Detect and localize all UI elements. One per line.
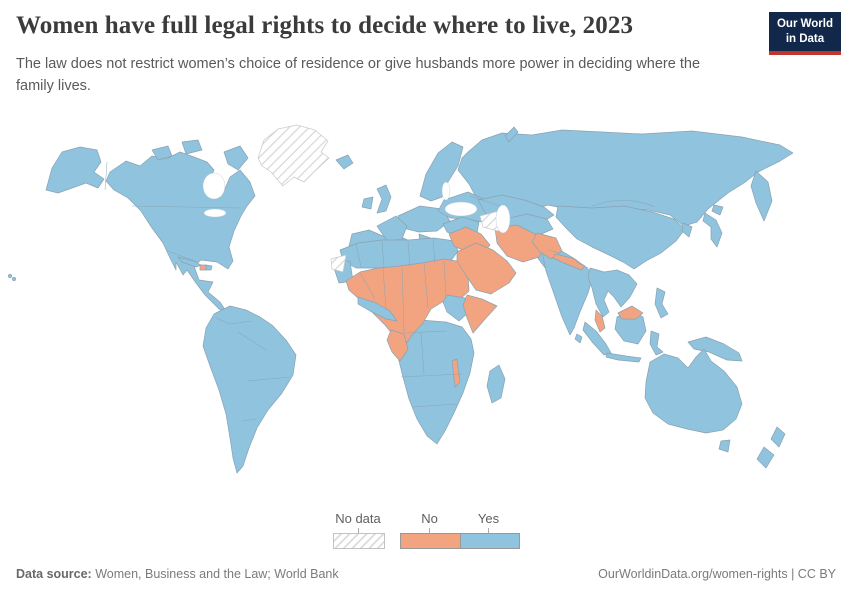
map-legend: No data No Yes [330,511,530,553]
owid-logo-line2: in Data [785,32,825,45]
data-source-value: Women, Business and the Law; World Bank [91,567,339,581]
page-title: Women have full legal rights to decide w… [16,12,634,39]
data-source-label: Data source: [16,567,92,581]
legend-label-yes: Yes [477,511,500,526]
legend-bar [400,533,520,549]
chart-footer: Data source: Women, Business and the Law… [16,567,836,581]
map-borders [104,161,656,422]
page-subtitle: The law does not restrict women’s choice… [16,56,701,95]
rights-link[interactable]: OurWorldinData.org/women-rights | CC BY [598,567,836,581]
legend-tick-no-data [358,528,359,533]
world-map[interactable] [0,100,850,510]
legend-swatch-no-data[interactable] [333,533,385,549]
world-map-svg[interactable] [0,100,850,510]
legend-swatch-no[interactable] [401,534,460,548]
owid-logo[interactable]: Our World in Data [768,12,841,55]
legend-tick-yes [488,528,489,533]
legend-swatch-yes[interactable] [460,534,519,548]
map-land-no[interactable] [199,224,644,388]
legend-tick-no [429,528,430,533]
legend-label-no: No [421,511,438,526]
data-source: Data source: Women, Business and the Law… [16,567,339,581]
map-lakes [202,172,511,234]
legend-label-no-data: No data [335,511,381,526]
map-land-yes[interactable] [8,126,794,474]
owid-logo-line1: Our World [776,18,833,30]
